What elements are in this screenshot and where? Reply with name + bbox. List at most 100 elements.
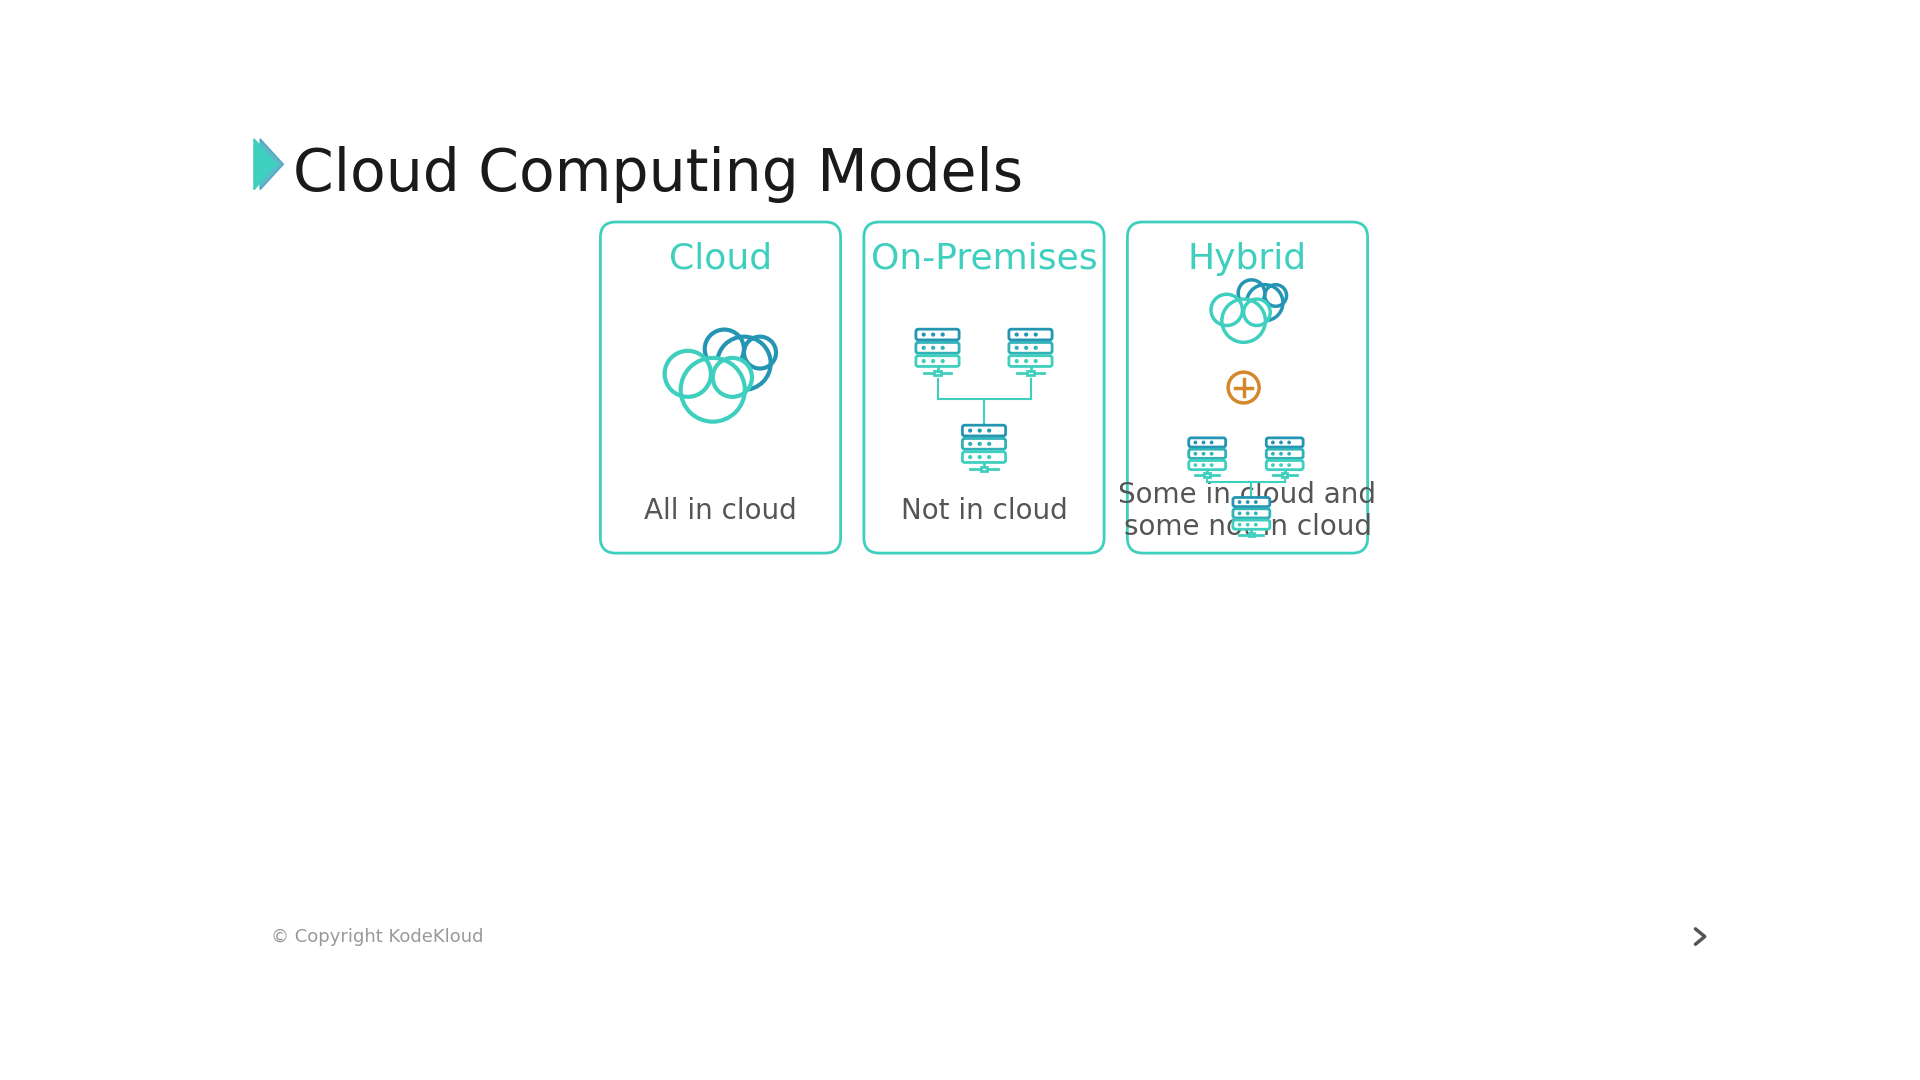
Circle shape — [970, 443, 972, 445]
Circle shape — [682, 357, 745, 421]
Circle shape — [743, 337, 776, 368]
Circle shape — [1194, 453, 1196, 455]
Circle shape — [1016, 347, 1018, 349]
Circle shape — [941, 347, 945, 349]
Circle shape — [922, 347, 925, 349]
Circle shape — [1035, 360, 1037, 363]
FancyBboxPatch shape — [1267, 437, 1304, 447]
FancyBboxPatch shape — [864, 222, 1104, 553]
Circle shape — [1212, 294, 1242, 325]
Circle shape — [1254, 512, 1258, 514]
Text: All in cloud: All in cloud — [643, 497, 797, 525]
Circle shape — [1202, 453, 1204, 455]
FancyBboxPatch shape — [601, 222, 841, 553]
Circle shape — [1025, 333, 1027, 336]
Circle shape — [979, 429, 981, 432]
Circle shape — [1202, 442, 1204, 444]
Text: Hybrid: Hybrid — [1188, 242, 1308, 276]
Circle shape — [1271, 464, 1275, 467]
Circle shape — [1210, 464, 1213, 467]
FancyBboxPatch shape — [916, 329, 960, 340]
FancyBboxPatch shape — [981, 467, 987, 471]
FancyBboxPatch shape — [1233, 498, 1269, 507]
Circle shape — [987, 456, 991, 459]
Text: Some in cloud and
some not in cloud: Some in cloud and some not in cloud — [1119, 481, 1377, 541]
FancyBboxPatch shape — [1188, 460, 1225, 470]
Circle shape — [1281, 442, 1283, 444]
Circle shape — [1288, 453, 1290, 455]
Circle shape — [1271, 453, 1275, 455]
Circle shape — [941, 333, 945, 336]
FancyBboxPatch shape — [1233, 509, 1269, 518]
FancyBboxPatch shape — [1267, 460, 1304, 470]
Circle shape — [1271, 442, 1275, 444]
Circle shape — [941, 360, 945, 363]
Text: Cloud Computing Models: Cloud Computing Models — [292, 146, 1023, 203]
Circle shape — [1238, 524, 1240, 526]
FancyBboxPatch shape — [1204, 473, 1210, 476]
Circle shape — [718, 337, 770, 390]
FancyBboxPatch shape — [916, 342, 960, 353]
Circle shape — [1194, 464, 1196, 467]
Circle shape — [1246, 501, 1248, 503]
Circle shape — [1265, 285, 1286, 307]
Circle shape — [931, 360, 935, 363]
Circle shape — [1281, 453, 1283, 455]
FancyBboxPatch shape — [916, 355, 960, 366]
Circle shape — [1246, 512, 1248, 514]
Circle shape — [1238, 280, 1265, 307]
Circle shape — [922, 333, 925, 336]
FancyBboxPatch shape — [1127, 222, 1367, 553]
Text: On-Premises: On-Premises — [870, 242, 1098, 276]
Circle shape — [1025, 347, 1027, 349]
Circle shape — [1210, 453, 1213, 455]
FancyBboxPatch shape — [935, 370, 941, 375]
FancyBboxPatch shape — [1248, 534, 1254, 537]
Circle shape — [970, 429, 972, 432]
Circle shape — [1246, 285, 1283, 321]
Circle shape — [1025, 360, 1027, 363]
Circle shape — [987, 429, 991, 432]
Circle shape — [664, 351, 710, 396]
Circle shape — [1246, 524, 1248, 526]
FancyBboxPatch shape — [1267, 449, 1304, 458]
Circle shape — [1016, 360, 1018, 363]
Circle shape — [1210, 442, 1213, 444]
Text: Cloud: Cloud — [668, 242, 772, 276]
FancyBboxPatch shape — [1008, 342, 1052, 353]
FancyBboxPatch shape — [1027, 370, 1033, 375]
Circle shape — [1221, 299, 1265, 342]
FancyBboxPatch shape — [962, 426, 1006, 436]
Circle shape — [1238, 501, 1240, 503]
Circle shape — [1288, 464, 1290, 467]
FancyBboxPatch shape — [1188, 449, 1225, 458]
FancyBboxPatch shape — [1008, 329, 1052, 340]
Circle shape — [931, 333, 935, 336]
Circle shape — [979, 443, 981, 445]
Circle shape — [970, 456, 972, 459]
Circle shape — [1288, 442, 1290, 444]
Circle shape — [1254, 524, 1258, 526]
Circle shape — [1254, 501, 1258, 503]
Circle shape — [1035, 333, 1037, 336]
Circle shape — [931, 347, 935, 349]
Polygon shape — [259, 139, 284, 190]
Circle shape — [922, 360, 925, 363]
Circle shape — [1035, 347, 1037, 349]
FancyBboxPatch shape — [1188, 437, 1225, 447]
FancyBboxPatch shape — [1283, 473, 1288, 476]
FancyBboxPatch shape — [962, 438, 1006, 449]
Circle shape — [1238, 512, 1240, 514]
Circle shape — [987, 443, 991, 445]
Circle shape — [1016, 333, 1018, 336]
Circle shape — [1244, 299, 1271, 325]
Circle shape — [1281, 464, 1283, 467]
Circle shape — [705, 329, 743, 368]
Circle shape — [712, 357, 753, 396]
Circle shape — [979, 456, 981, 459]
Circle shape — [1194, 442, 1196, 444]
Circle shape — [1202, 464, 1204, 467]
Text: © Copyright KodeKloud: © Copyright KodeKloud — [271, 928, 484, 946]
Text: Not in cloud: Not in cloud — [900, 497, 1068, 525]
FancyBboxPatch shape — [962, 451, 1006, 462]
